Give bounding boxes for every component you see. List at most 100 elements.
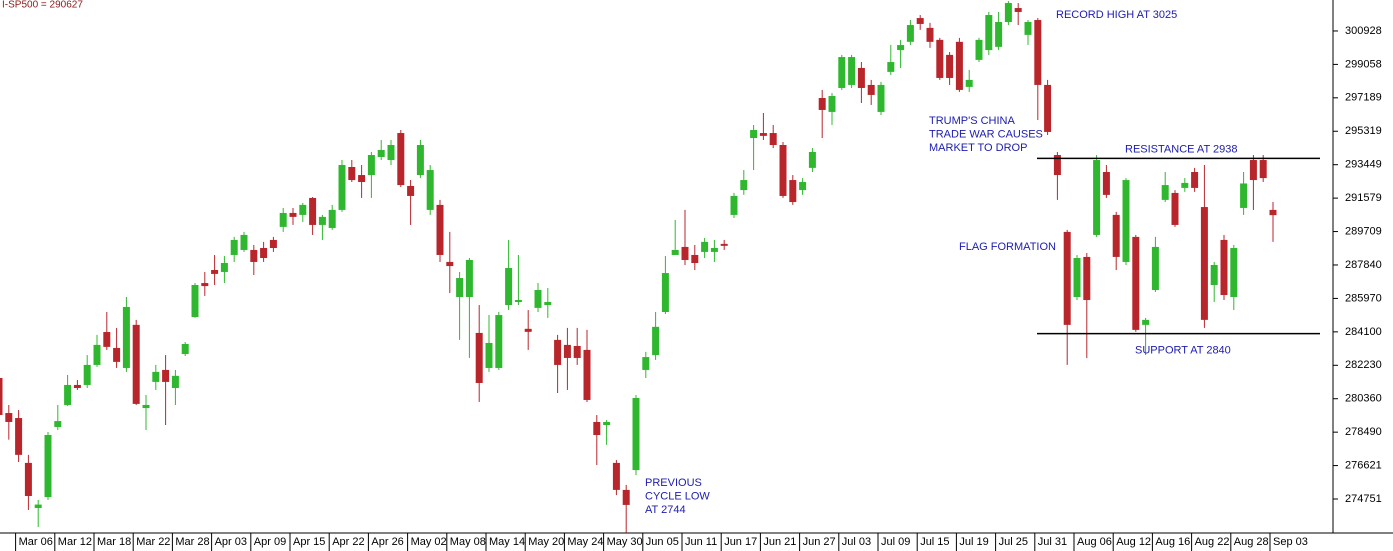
candle-body xyxy=(1191,172,1199,188)
level-label: RESISTANCE AT 2938 xyxy=(1125,143,1238,155)
y-tick-label: 278490 xyxy=(1345,426,1382,438)
candle-body xyxy=(338,165,346,210)
y-tick-label: 289709 xyxy=(1345,225,1382,237)
candle-body xyxy=(1073,258,1081,297)
candle-body xyxy=(240,234,248,250)
candle-body xyxy=(44,435,52,498)
candle-body xyxy=(456,278,464,297)
candle-body xyxy=(789,180,797,203)
candle-body xyxy=(191,285,199,318)
candle-body xyxy=(887,62,895,72)
candle-body xyxy=(299,204,307,215)
x-tick-label: Aug 22 xyxy=(1195,536,1230,548)
candle-body xyxy=(505,268,513,306)
candle-body xyxy=(367,155,375,176)
candle-body xyxy=(426,170,434,210)
x-tick-label: May 20 xyxy=(528,536,564,548)
candle-body xyxy=(867,84,875,95)
candle-body xyxy=(348,166,356,181)
candle-body xyxy=(73,384,81,388)
candle-body xyxy=(465,259,473,297)
x-tick-label: Aug 06 xyxy=(1077,536,1112,548)
candle-body xyxy=(289,212,297,217)
candle-body xyxy=(916,18,924,24)
x-tick-label: Apr 22 xyxy=(332,536,364,548)
y-tick-label: 300928 xyxy=(1345,25,1382,37)
x-tick-label: Jul 09 xyxy=(881,536,910,548)
level-label: SUPPORT AT 2840 xyxy=(1135,345,1231,357)
annotation: TRADE WAR CAUSES xyxy=(929,128,1043,140)
candle-body xyxy=(612,462,620,490)
candle-body xyxy=(652,326,660,356)
candle-body xyxy=(779,145,787,196)
x-tick-label: May 02 xyxy=(411,536,447,548)
candle-body xyxy=(122,306,130,368)
candle-body xyxy=(848,57,856,85)
candle-body xyxy=(5,413,13,422)
candle-body xyxy=(1230,247,1238,297)
x-tick-label: Jul 19 xyxy=(959,536,988,548)
y-tick-label: 299058 xyxy=(1345,58,1382,70)
candle-body xyxy=(985,15,993,51)
candle-body xyxy=(671,249,679,255)
candle-body xyxy=(926,27,934,42)
candle-body xyxy=(759,133,767,136)
candle-body xyxy=(1044,84,1052,132)
x-tick-label: May 08 xyxy=(450,536,486,548)
candle-body xyxy=(554,339,562,365)
candle-body xyxy=(1249,160,1257,181)
x-tick-label: Aug 12 xyxy=(1116,536,1151,548)
candle-body xyxy=(407,185,415,196)
candle-body xyxy=(318,216,326,225)
candle-body xyxy=(818,97,826,110)
candle-body xyxy=(955,41,963,90)
x-tick-label: Apr 03 xyxy=(215,536,247,548)
candle-body xyxy=(1122,180,1130,262)
candle-body xyxy=(1063,231,1071,325)
candle-body xyxy=(201,283,209,287)
annotation: MARKET TO DROP xyxy=(929,142,1027,154)
candle-body xyxy=(475,332,483,383)
candle-body xyxy=(328,209,336,228)
candle-body xyxy=(220,263,228,272)
candle-body xyxy=(1240,183,1248,208)
candle-body xyxy=(211,269,219,274)
x-tick-label: Jun 21 xyxy=(763,536,796,548)
candle-body xyxy=(1014,8,1022,12)
annotation: CYCLE LOW xyxy=(645,490,710,502)
candle-body xyxy=(661,273,669,313)
y-tick-label: 280360 xyxy=(1345,393,1382,405)
candle-body xyxy=(0,377,3,415)
candle-body xyxy=(799,182,807,191)
x-tick-label: Mar 06 xyxy=(19,536,53,548)
y-tick-label: 285970 xyxy=(1345,292,1382,304)
y-tick-label: 291579 xyxy=(1345,192,1382,204)
y-tick-label: 284100 xyxy=(1345,326,1382,338)
candle-body xyxy=(1171,192,1179,225)
candle-body xyxy=(24,462,32,496)
x-tick-label: Mar 12 xyxy=(58,536,92,548)
candle-body xyxy=(740,180,748,191)
x-tick-label: Jul 31 xyxy=(1038,536,1067,548)
candle-body xyxy=(1093,160,1101,235)
x-tick-label: Apr 26 xyxy=(371,536,403,548)
candle-body xyxy=(838,57,846,88)
candle-body xyxy=(181,344,189,355)
candle-body xyxy=(495,315,503,368)
x-tick-label: Jul 15 xyxy=(920,536,949,548)
candle-body xyxy=(701,241,709,252)
candle-body xyxy=(436,204,444,255)
candle-body xyxy=(1053,155,1061,176)
candle-body xyxy=(309,197,317,225)
candle-body xyxy=(593,421,601,436)
x-tick-label: Aug 28 xyxy=(1234,536,1269,548)
annotation: RECORD HIGH AT 3025 xyxy=(1056,9,1177,21)
x-tick-label: Aug 16 xyxy=(1155,536,1190,548)
candle-body xyxy=(975,39,983,60)
candle-body xyxy=(162,369,170,382)
annotation: AT 2744 xyxy=(645,504,686,516)
candle-body xyxy=(1220,239,1228,296)
y-tick-label: 274751 xyxy=(1345,493,1382,505)
